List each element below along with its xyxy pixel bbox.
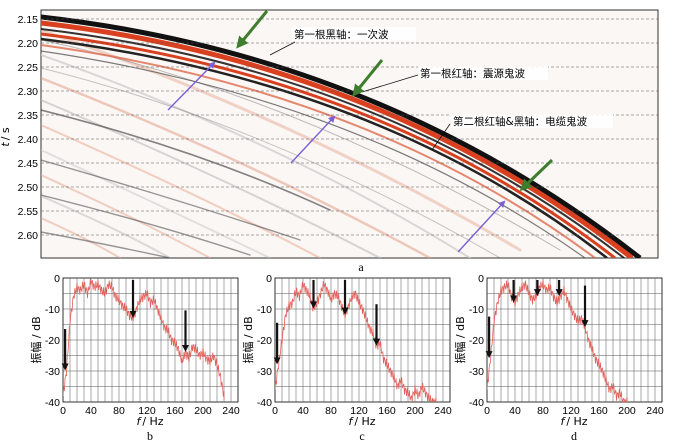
annotation-source-ghost: 第一根红轴：震源鬼波 xyxy=(420,67,525,80)
xlabel-var: f xyxy=(560,415,566,428)
xtick-label: 120 xyxy=(350,405,368,417)
caption-c: c xyxy=(359,429,364,443)
ytick-label: -30 xyxy=(45,366,60,378)
ytick-label: 2.55 xyxy=(18,206,39,218)
ytick-label: 2.25 xyxy=(18,62,39,74)
ytick-label: 2.35 xyxy=(18,110,39,122)
xtick-label: 80 xyxy=(325,405,337,417)
green-arrow xyxy=(236,10,269,49)
xtick-label: 240 xyxy=(434,405,452,417)
spectrum-curve xyxy=(487,279,628,402)
caption-a: a xyxy=(358,260,364,274)
xlabel-var: f xyxy=(348,415,354,428)
ytick-label: 2.30 xyxy=(18,86,39,98)
spectrum-ylabel: 振幅 / dB xyxy=(241,316,255,363)
annotation-cable-ghost: 第二根红轴&黑轴：电缆鬼波 xyxy=(453,115,588,128)
green-arrow xyxy=(519,158,554,192)
xtick-label: 40 xyxy=(297,405,309,417)
xtick-label: 240 xyxy=(222,405,240,417)
top-ylabel-var: t xyxy=(0,142,12,147)
xlabel-unit: / Hz xyxy=(566,415,587,428)
seismic-image xyxy=(41,14,642,258)
spectrum-panel-b: 0 40 80 120 160 200 240 0 -10 -20 -30 -4… xyxy=(29,273,240,443)
spectrum-xlabel: f / Hz xyxy=(136,415,163,428)
spectrum-panel-d: 0 40 80 120 160 200 240 0 -10 -20 -30 -4… xyxy=(453,273,664,443)
xtick-label: 200 xyxy=(618,405,636,417)
ytick-label: 2.50 xyxy=(18,182,39,194)
seismic-panel: 2.15 2.20 2.25 2.30 2.35 2.40 2.45 2.50 … xyxy=(0,9,659,274)
ytick-label: 2.60 xyxy=(18,230,39,242)
ytick-label: -10 xyxy=(469,304,484,316)
spectrum-xlabel: f / Hz xyxy=(560,415,587,428)
source-ghost-event xyxy=(41,20,634,258)
xtick-label: 120 xyxy=(562,405,580,417)
ytick-label: -20 xyxy=(257,335,272,347)
ytick-label: 2.15 xyxy=(18,14,39,26)
xtick-label: 0 xyxy=(272,405,278,417)
ytick-label: 0 xyxy=(478,273,484,285)
top-ylabel: t / s xyxy=(0,127,12,147)
xtick-label: 80 xyxy=(537,405,549,417)
xlabel-unit: / Hz xyxy=(354,415,375,428)
ytick-label: 2.20 xyxy=(18,38,39,50)
xlabel-unit: / Hz xyxy=(142,415,163,428)
ytick-label: -40 xyxy=(45,397,60,409)
ytick-label: 0 xyxy=(54,273,60,285)
ytick-label: 2.40 xyxy=(18,134,39,146)
xtick-label: 160 xyxy=(166,405,184,417)
top-ylabel-unit: / s xyxy=(0,127,12,140)
ytick-label: -30 xyxy=(257,366,272,378)
ytick-label: -40 xyxy=(257,397,272,409)
spectrum-curve xyxy=(63,278,225,400)
xtick-label: 160 xyxy=(590,405,608,417)
purple-arrow xyxy=(457,200,506,253)
purple-arrow xyxy=(167,61,216,111)
caption-b: b xyxy=(147,429,153,443)
annotation-primary: 第一根黑轴：一次波 xyxy=(294,28,389,41)
xtick-label: 80 xyxy=(113,405,125,417)
xtick-label: 200 xyxy=(406,405,424,417)
ytick-label: 2.45 xyxy=(18,158,39,170)
xtick-label: 40 xyxy=(85,405,97,417)
xtick-label: 160 xyxy=(378,405,396,417)
caption-d: d xyxy=(571,429,577,443)
spectrum-ylabel: 振幅 / dB xyxy=(29,316,43,363)
ytick-label: -10 xyxy=(45,304,60,316)
ytick-label: 0 xyxy=(266,273,272,285)
purple-arrow xyxy=(290,115,336,164)
spectrum-ylabel: 振幅 / dB xyxy=(453,316,467,363)
xtick-label: 120 xyxy=(138,405,156,417)
ytick-label: -20 xyxy=(45,335,60,347)
xtick-label: 240 xyxy=(646,405,664,417)
xtick-label: 0 xyxy=(484,405,490,417)
cable-ghost-red-event xyxy=(41,32,616,258)
ytick-label: -10 xyxy=(257,304,272,316)
spectrum-xlabel: f / Hz xyxy=(348,415,375,428)
green-arrow xyxy=(352,59,384,97)
ytick-label: -30 xyxy=(469,366,484,378)
xlabel-var: f xyxy=(136,415,142,428)
xtick-label: 40 xyxy=(509,405,521,417)
xtick-label: 200 xyxy=(194,405,212,417)
ytick-label: -40 xyxy=(469,397,484,409)
spectrum-curve xyxy=(275,281,437,402)
xtick-label: 0 xyxy=(60,405,66,417)
spectrum-panel-c: 0 40 80 120 160 200 240 0 -10 -20 -30 -4… xyxy=(241,273,452,443)
ytick-label: -20 xyxy=(469,335,484,347)
